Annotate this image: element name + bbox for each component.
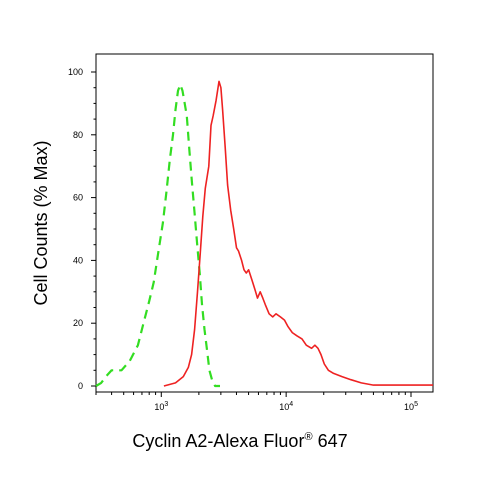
y-tick-label: 40 xyxy=(73,255,83,265)
x-axis-title-main: Cyclin A2-Alexa Fluor xyxy=(132,431,304,451)
x-tick-label: 105 xyxy=(404,401,418,412)
y-tick-label: 60 xyxy=(73,193,83,203)
y-tick-label: 100 xyxy=(68,67,83,77)
x-axis-title-tail: 647 xyxy=(313,431,348,451)
x-axis-title: Cyclin A2-Alexa Fluor® 647 xyxy=(132,431,347,451)
y-tick-label: 80 xyxy=(73,130,83,140)
x-axis-title-registered-mark: ® xyxy=(304,431,312,443)
histogram-series-1 xyxy=(95,83,220,388)
y-tick-label: 0 xyxy=(78,381,83,391)
plot-frame xyxy=(95,53,434,393)
histogram-series-2 xyxy=(163,80,433,387)
y-tick-label: 20 xyxy=(73,318,83,328)
y-axis-title: Cell Counts (% Max) xyxy=(31,140,51,305)
x-tick-label: 103 xyxy=(154,401,168,412)
series-layer xyxy=(95,80,433,388)
x-tick-label: 104 xyxy=(279,401,293,412)
y-axis: 0 20 40 60 80 100 xyxy=(68,67,96,391)
x-axis: 103 104 105 xyxy=(95,392,418,412)
